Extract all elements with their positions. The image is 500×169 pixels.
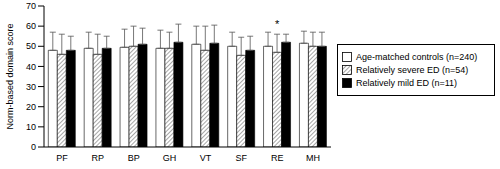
- svg-text:60: 60: [26, 21, 36, 31]
- svg-text:VT: VT: [200, 153, 212, 163]
- svg-text:*: *: [275, 18, 280, 30]
- svg-text:BP: BP: [128, 153, 140, 163]
- html-text:Relatively severe ED (n=54): Relatively severe ED (n=54): [356, 65, 469, 75]
- svg-text:40: 40: [26, 62, 36, 72]
- svg-text:50: 50: [26, 41, 36, 51]
- svg-text:Norm-based domain score: Norm-based domain score: [8, 23, 15, 129]
- svg-text:30: 30: [26, 82, 36, 92]
- svg-text:PF: PF: [56, 153, 68, 163]
- html-text:Relatively mild ED (n=11): Relatively mild ED (n=11): [356, 78, 458, 88]
- svg-text:20: 20: [26, 102, 36, 112]
- svg-text:GH: GH: [163, 153, 177, 163]
- svg-text:0: 0: [31, 142, 36, 152]
- svg-text:10: 10: [26, 122, 36, 132]
- svg-text:MH: MH: [306, 153, 320, 163]
- html-text:Age-matched controls (n=240): Age-matched controls (n=240): [356, 52, 478, 62]
- svg-text:SF: SF: [236, 153, 248, 163]
- svg-text:RE: RE: [271, 153, 284, 163]
- svg-text:70: 70: [26, 1, 36, 11]
- svg-text:RP: RP: [92, 153, 105, 163]
